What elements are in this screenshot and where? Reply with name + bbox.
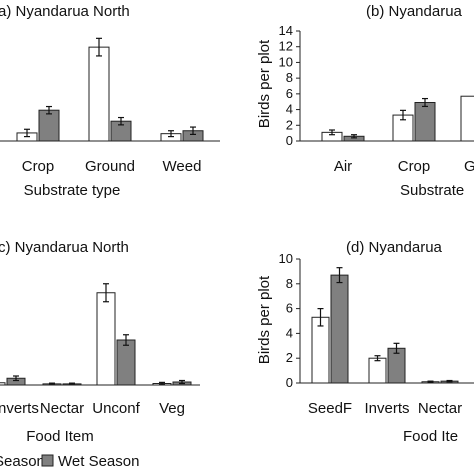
legend: Season Wet Season — [0, 453, 139, 470]
panel-a: a) Nyandarua North Crop Ground Weed Subs… — [0, 3, 220, 199]
legend-label-season: Season — [0, 453, 45, 470]
bar-season — [96, 292, 116, 386]
panel-a-bars — [16, 37, 204, 142]
panel-b-y-axis-label: Birds per plot — [256, 39, 273, 128]
y-tick-label: 8 — [286, 70, 293, 85]
panel-d-y-axis-label: Birds per plot — [256, 275, 273, 364]
panel-c: c) Nyandarua North nverts Nectar Unconf … — [0, 239, 200, 445]
y-tick-label: 4 — [286, 325, 293, 340]
panel-d-y-ticks: 0 2 4 6 8 10 — [279, 251, 300, 390]
bar-season — [311, 316, 330, 384]
panel-d-bars — [311, 267, 459, 384]
bar-wet-season — [116, 339, 136, 386]
y-tick-label: 0 — [286, 133, 293, 148]
legend-swatch-wet — [41, 454, 54, 467]
panel-c-tick-label: nverts — [0, 400, 39, 417]
y-tick-label: 10 — [279, 251, 293, 266]
bar-season — [460, 95, 474, 142]
y-tick-label: 14 — [279, 23, 293, 38]
panel-d-tick-label: Inverts — [364, 400, 409, 417]
panel-d-title: (d) Nyandarua — [346, 239, 443, 256]
panel-c-bars — [0, 283, 192, 386]
panel-b-x-axis-label: Substrate — [400, 182, 464, 199]
panel-a-x-axis-label: Substrate type — [24, 182, 121, 199]
panel-c-tick-label: Nectar — [40, 400, 84, 417]
bar-wet-season — [330, 274, 349, 384]
y-tick-label: 0 — [286, 375, 293, 390]
legend-label-wet-season: Wet Season — [58, 453, 139, 470]
bar-season — [0, 382, 6, 386]
y-tick-label: 6 — [286, 301, 293, 316]
panel-d-x-axis-label: Food Ite — [403, 428, 458, 445]
panel-c-tick-label: Veg — [159, 400, 185, 417]
panel-d-tick-label: SeedF — [308, 400, 352, 417]
panel-c-x-axis-label: Food Item — [26, 428, 94, 445]
y-tick-label: 10 — [279, 54, 293, 69]
bar-season — [368, 357, 387, 384]
panel-d: (d) Nyandarua Birds per plot 0 2 4 6 8 10 See… — [256, 239, 474, 445]
y-tick-label: 12 — [279, 39, 293, 54]
y-tick-label: 4 — [286, 102, 293, 117]
bar-wet-season — [414, 102, 436, 142]
bar-season — [88, 46, 110, 142]
panel-b-bars — [321, 95, 474, 142]
panel-b: (b) Nyandarua Birds per plot 02468101214… — [256, 3, 474, 199]
y-tick-label: 8 — [286, 276, 293, 291]
panel-b-tick-label: G — [464, 158, 474, 175]
y-tick-label: 6 — [286, 86, 293, 101]
panel-c-tick-label: Unconf — [92, 400, 140, 417]
bar-wet-season — [38, 109, 60, 142]
panel-d-tick-label: Nectar — [418, 400, 462, 417]
y-tick-label: 2 — [286, 117, 293, 132]
panel-a-tick-label: Weed — [163, 158, 202, 175]
panel-b-title: (b) Nyandarua — [366, 3, 463, 20]
panel-b-tick-label: Crop — [398, 158, 431, 175]
panel-a-tick-label: Crop — [22, 158, 55, 175]
panel-b-tick-label: Air — [334, 158, 352, 175]
panel-a-title: a) Nyandarua North — [0, 3, 130, 20]
panel-a-tick-label: Ground — [85, 158, 135, 175]
y-tick-label: 2 — [286, 350, 293, 365]
panel-c-title: c) Nyandarua North — [0, 239, 129, 256]
